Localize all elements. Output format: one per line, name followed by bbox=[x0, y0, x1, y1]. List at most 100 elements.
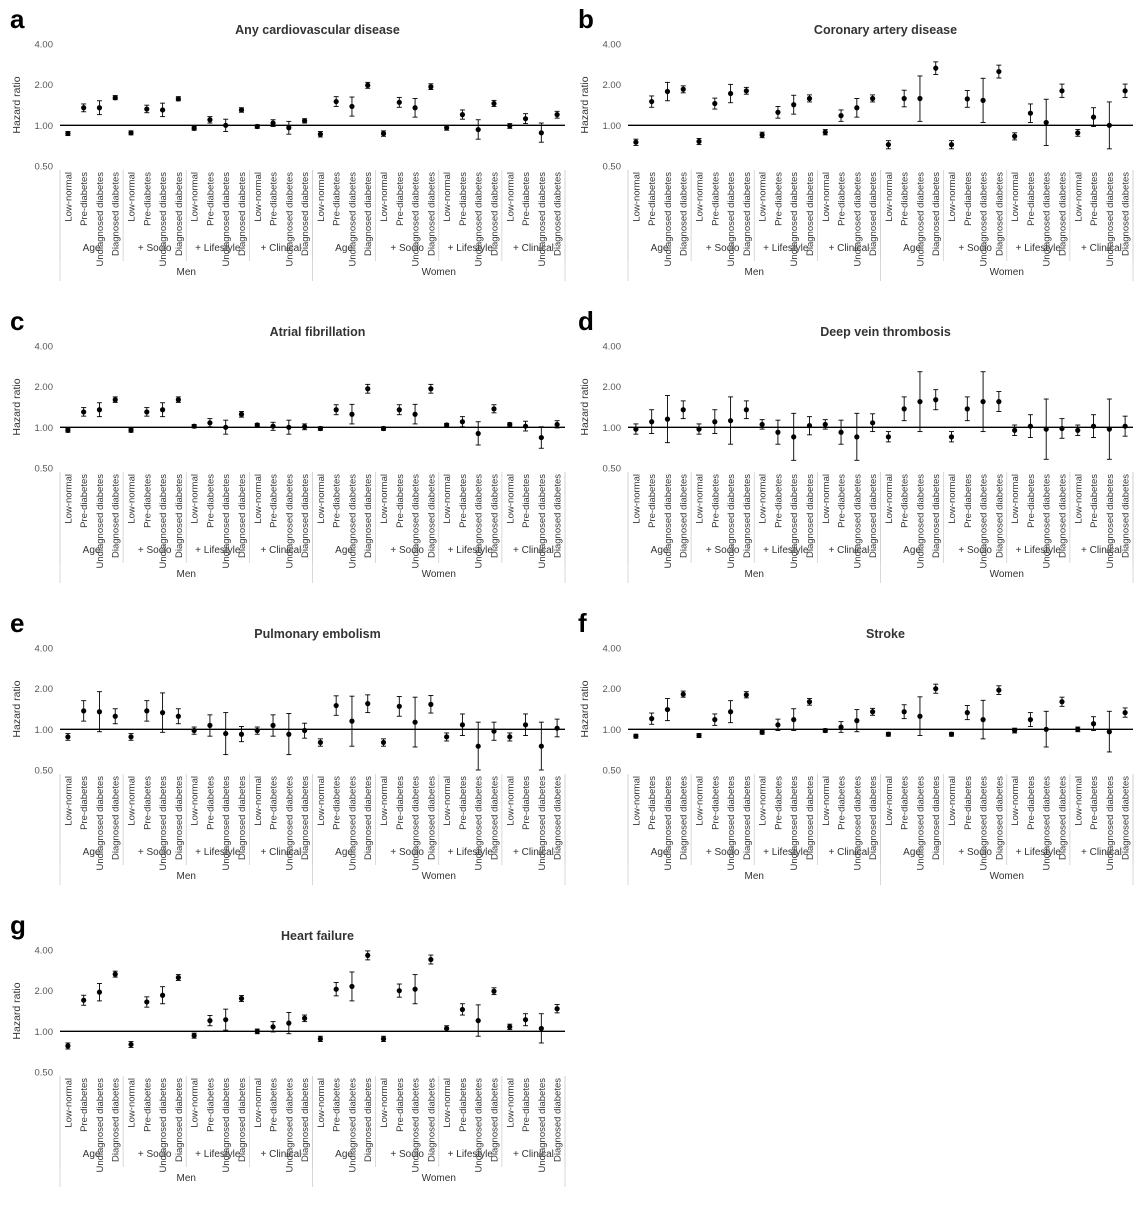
estimate-point bbox=[238, 995, 245, 1002]
model-label: + Lifestyle bbox=[763, 545, 809, 556]
category-label: Low-normal bbox=[695, 474, 706, 524]
category-label: Low-normal bbox=[127, 776, 138, 826]
estimate-point bbox=[286, 125, 292, 131]
estimate-point bbox=[380, 130, 387, 137]
estimate-point bbox=[948, 434, 955, 440]
category-label: Pre-diabetes bbox=[205, 1078, 216, 1132]
estimate-point bbox=[365, 82, 371, 88]
category-label: Undiagnosed diabetes bbox=[789, 776, 800, 871]
category-label: Pre-diabetes bbox=[79, 172, 90, 226]
category-label: Diagnosed diabetes bbox=[489, 1078, 500, 1162]
category-label: Pre-diabetes bbox=[332, 1078, 343, 1132]
estimate-point bbox=[743, 88, 749, 94]
category-label: Low-normal bbox=[758, 172, 769, 222]
category-label: Undiagnosed diabetes bbox=[347, 172, 358, 267]
category-label: Pre-diabetes bbox=[900, 172, 911, 226]
estimate-point bbox=[270, 120, 276, 126]
model-label: + Socio bbox=[706, 545, 740, 556]
estimate-point bbox=[791, 102, 797, 108]
category-label: Undiagnosed diabetes bbox=[221, 776, 232, 871]
estimate-point bbox=[144, 409, 150, 415]
estimate-point bbox=[822, 727, 828, 734]
category-label: Undiagnosed diabetes bbox=[95, 1078, 106, 1173]
category-label: Pre-diabetes bbox=[205, 172, 216, 226]
estimate-point bbox=[522, 722, 529, 728]
model-label: + Socio bbox=[138, 1149, 172, 1160]
panel-letter: b bbox=[578, 4, 594, 34]
estimate-point bbox=[507, 734, 513, 740]
estimate-point bbox=[65, 1043, 71, 1049]
estimate-point bbox=[696, 426, 702, 432]
category-label: Diagnosed diabetes bbox=[1057, 474, 1068, 558]
estimate-point bbox=[112, 971, 118, 977]
category-label: Undiagnosed diabetes bbox=[284, 1078, 295, 1173]
estimate-point bbox=[412, 411, 418, 417]
category-label: Undiagnosed diabetes bbox=[663, 172, 674, 267]
estimate-point bbox=[917, 95, 923, 102]
category-label: Pre-diabetes bbox=[773, 474, 784, 528]
category-label: Low-normal bbox=[758, 474, 769, 524]
estimate-point bbox=[444, 734, 450, 740]
sex-label: Women bbox=[990, 267, 1024, 278]
estimate-point bbox=[996, 68, 1002, 75]
category-label: Diagnosed diabetes bbox=[300, 776, 311, 860]
category-label: Diagnosed diabetes bbox=[174, 776, 185, 860]
category-label: Low-normal bbox=[190, 776, 201, 826]
panel-letter: e bbox=[10, 608, 24, 638]
estimate-point bbox=[522, 423, 529, 429]
category-label: Diagnosed diabetes bbox=[742, 474, 753, 558]
category-label: Pre-diabetes bbox=[205, 474, 216, 528]
estimate-point bbox=[65, 130, 71, 137]
category-label: Pre-diabetes bbox=[79, 1078, 90, 1132]
category-label: Low-normal bbox=[947, 474, 958, 524]
estimate-point bbox=[980, 717, 986, 723]
estimate-point bbox=[554, 112, 560, 118]
estimate-point bbox=[933, 65, 939, 71]
estimate-point bbox=[254, 422, 260, 428]
estimate-point bbox=[254, 123, 260, 130]
category-label: Undiagnosed diabetes bbox=[726, 172, 737, 267]
panel-letter: g bbox=[10, 910, 26, 940]
category-label: Pre-diabetes bbox=[1026, 776, 1037, 830]
y-tick-label: 0.50 bbox=[35, 1068, 54, 1079]
estimate-point bbox=[727, 418, 734, 424]
category-label: Diagnosed diabetes bbox=[805, 776, 816, 860]
estimate-point bbox=[996, 687, 1002, 693]
category-label: Pre-diabetes bbox=[458, 474, 469, 528]
y-tick-label: 1.00 bbox=[35, 423, 54, 434]
estimate-point bbox=[759, 421, 765, 428]
category-label: Pre-diabetes bbox=[647, 172, 658, 226]
panel-f: f Stroke Hazard ratio 4.00 2.00 1.00 0.50 Age Lo… bbox=[578, 608, 1134, 885]
category-label: Low-normal bbox=[379, 1078, 390, 1128]
category-label: Undiagnosed diabetes bbox=[726, 474, 737, 569]
estimate-point bbox=[727, 90, 734, 97]
estimate-point bbox=[365, 701, 371, 707]
category-label: Pre-diabetes bbox=[142, 1078, 153, 1132]
category-label: Undiagnosed diabetes bbox=[979, 776, 990, 871]
estimate-point bbox=[775, 109, 781, 115]
category-label: Undiagnosed diabetes bbox=[663, 474, 674, 569]
estimate-point bbox=[349, 718, 355, 724]
estimate-point bbox=[81, 409, 87, 415]
model-label: + Lifestyle bbox=[1016, 243, 1062, 254]
estimate-point bbox=[1122, 88, 1128, 94]
estimate-point bbox=[791, 434, 797, 440]
category-label: Pre-diabetes bbox=[142, 776, 153, 830]
chart-title: Deep vein thrombosis bbox=[820, 325, 951, 339]
model-label: Age bbox=[651, 243, 669, 254]
model-label: + Clinical bbox=[261, 243, 302, 254]
category-label: Low-normal bbox=[127, 1078, 138, 1128]
category-label: Undiagnosed diabetes bbox=[474, 474, 485, 569]
model-label: + Lifestyle bbox=[448, 847, 494, 858]
estimate-point bbox=[806, 699, 813, 705]
category-label: Pre-diabetes bbox=[647, 776, 658, 830]
y-tick-label: 4.00 bbox=[35, 644, 54, 655]
estimate-point bbox=[207, 722, 213, 728]
panel-b: b Coronary artery disease Hazard ratio 4.00… bbox=[578, 4, 1134, 281]
estimate-point bbox=[775, 722, 781, 728]
category-label: Diagnosed diabetes bbox=[1057, 172, 1068, 256]
chart-title: Heart failure bbox=[281, 929, 354, 943]
category-label: Low-normal bbox=[442, 1078, 453, 1128]
panel-a: a Any cardiovascular disease Hazard ratio 4… bbox=[10, 4, 566, 281]
model-label: + Socio bbox=[390, 847, 424, 858]
